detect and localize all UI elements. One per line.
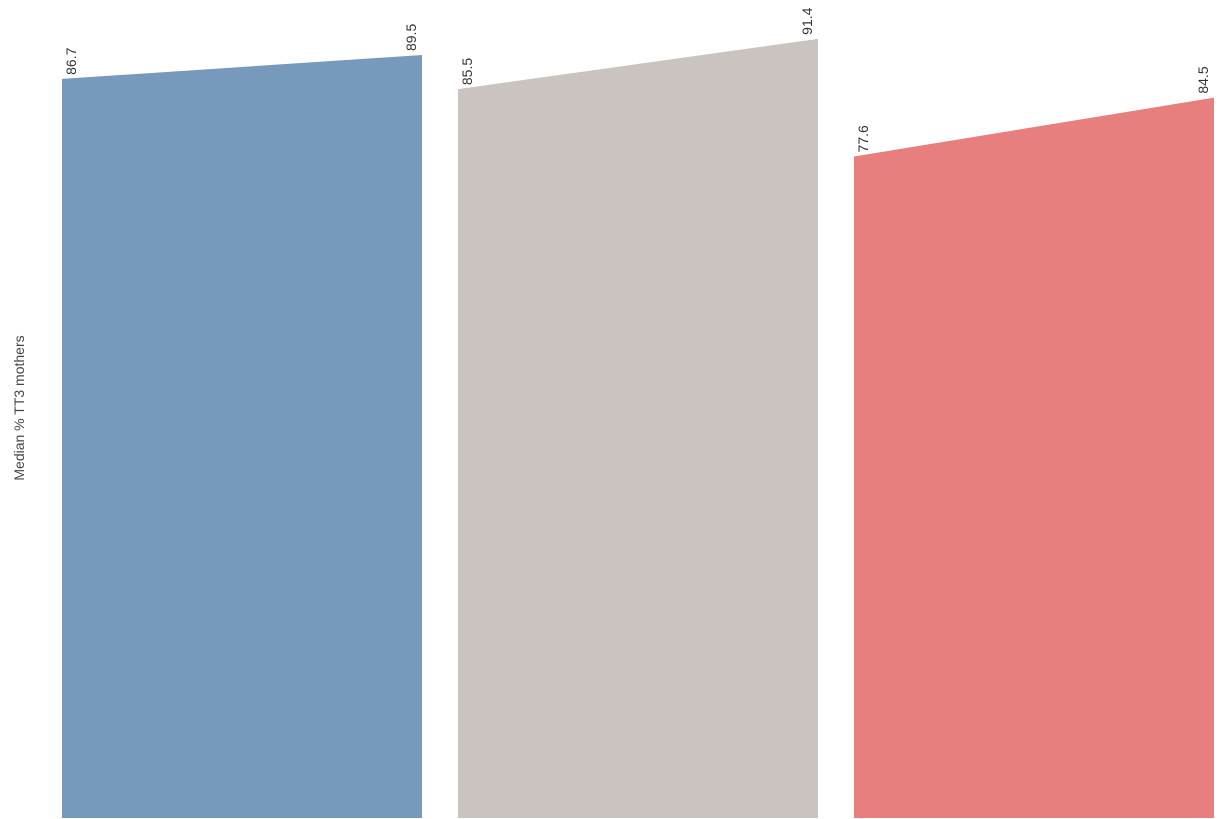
data-label-panel-2-end: 91.4 [799,7,815,34]
chart-marks: 86.7 89.5 85.5 91.4 77.6 84.5 [62,7,1214,818]
data-label-panel-1-start: 86.7 [63,47,79,74]
data-label-panel-2-start: 85.5 [459,58,475,85]
y-axis-label: Median % TT3 mothers [11,335,27,480]
data-label-panel-3-start: 77.6 [855,125,871,152]
area-panel-1 [62,55,422,818]
data-label-panel-1-end: 89.5 [403,24,419,51]
area-panel-2 [458,38,818,818]
data-label-panel-3-end: 84.5 [1195,66,1211,93]
area-panel-3 [854,97,1214,818]
